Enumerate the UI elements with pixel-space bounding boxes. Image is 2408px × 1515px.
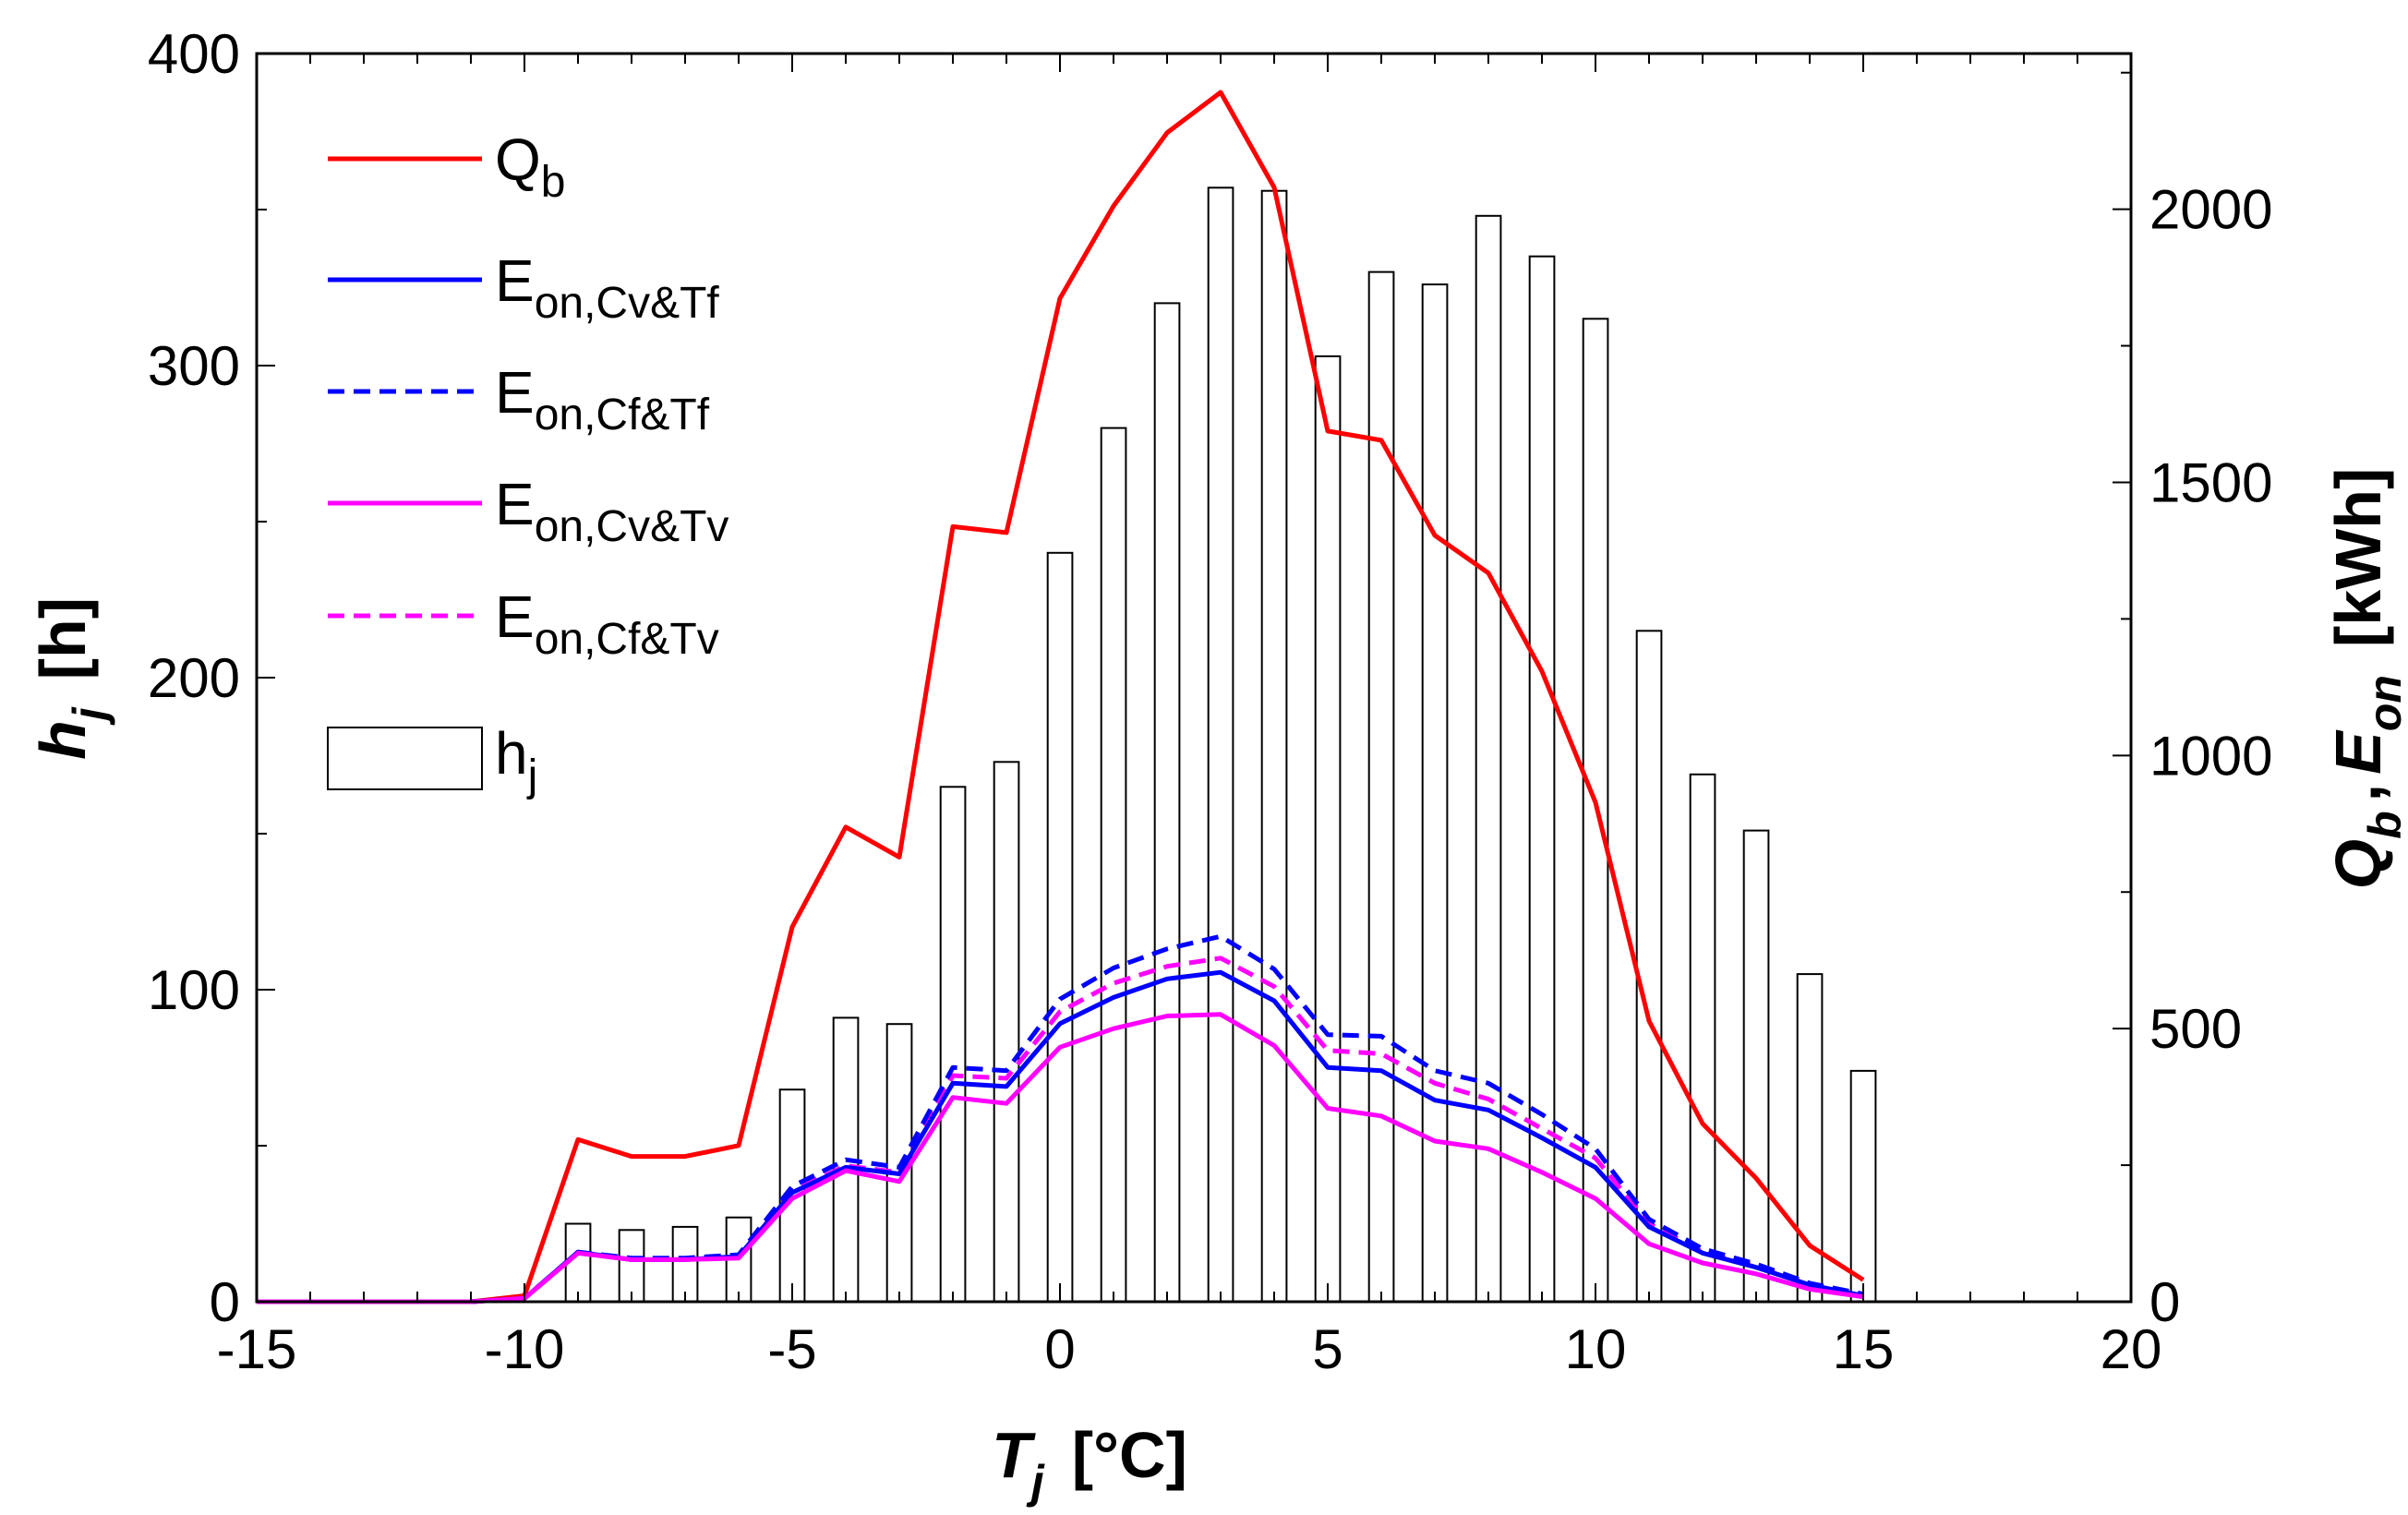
- bar-hj: [1421, 283, 1449, 1304]
- legend-label-eon-cf-tf: Eon,Cf&Tf: [495, 359, 710, 439]
- bar-hj: [1207, 186, 1234, 1303]
- bar-hj: [671, 1225, 699, 1304]
- y-right-tick-label: 2000: [2149, 179, 2272, 241]
- legend-label-hj: hj: [495, 720, 537, 800]
- x-tick-label: -10: [485, 1318, 565, 1380]
- legend-label-eon-cv-tf: Eon,Cv&Tf: [495, 247, 719, 328]
- bar-hj: [1635, 630, 1663, 1303]
- bar-hj: [1260, 189, 1288, 1304]
- y-left-tick-label: 400: [148, 23, 240, 85]
- plot-frame: [255, 52, 2133, 1304]
- x-tick-label: 10: [1565, 1318, 1627, 1380]
- legend-item-hj: hj: [327, 720, 537, 800]
- legend-item-eon-cv-tv: Eon,Cv&Tv: [328, 471, 728, 551]
- bar-hj: [1100, 427, 1127, 1304]
- histogram-bars: [564, 186, 1877, 1304]
- x-tick-label: 0: [1044, 1318, 1075, 1380]
- y-left-tick-label: 200: [148, 647, 240, 709]
- bar-hj: [1046, 551, 1074, 1303]
- y-left-tick-label: 300: [148, 335, 240, 397]
- legend-item-eon-cv-tf: Eon,Cv&Tf: [328, 247, 719, 328]
- bar-hj: [1849, 1069, 1877, 1304]
- legend-label-eon-cv-tv: Eon,Cv&Tv: [495, 471, 728, 551]
- bar-hj: [1742, 829, 1770, 1303]
- y-axis-right-label: Qb,Eon[kWh]: [2322, 468, 2408, 890]
- bar-hj: [1689, 773, 1716, 1303]
- legend: Qb Eon,Cv&Tf Eon,Cf&Tf Eon,Cv&Tv Eon,Cf&…: [327, 126, 728, 800]
- x-axis-label: Tj [°C]: [992, 1419, 1187, 1508]
- legend-label-eon-cf-tv: Eon,Cf&Tv: [495, 583, 719, 664]
- x-tick-label: 15: [1833, 1318, 1895, 1380]
- axis-ticks: [256, 53, 2132, 1303]
- bar-hj: [1314, 355, 1342, 1303]
- bar-hj: [1475, 214, 1502, 1303]
- y-left-tick-label: 0: [210, 1271, 240, 1333]
- y-left-tick-label: 100: [148, 959, 240, 1021]
- x-tick-label: 20: [2101, 1318, 2162, 1380]
- bar-hj: [618, 1229, 645, 1304]
- bar-hj: [1528, 255, 1556, 1304]
- bar-hj: [993, 761, 1020, 1303]
- y-axis-left-label: hj[h]: [27, 597, 115, 760]
- y-right-tick-label: 1500: [2149, 451, 2272, 513]
- legend-item-qb: Qb: [328, 126, 565, 207]
- legend-swatch-hj: [327, 727, 483, 790]
- y-right-tick-label: 500: [2149, 998, 2242, 1060]
- legend-item-eon-cf-tv: Eon,Cf&Tv: [328, 583, 719, 664]
- y-right-tick-label: 0: [2149, 1271, 2180, 1333]
- legend-label-qb: Qb: [495, 126, 565, 207]
- x-tick-label: -5: [767, 1318, 816, 1380]
- y-right-tick-label: 1000: [2149, 725, 2272, 787]
- bar-hj: [1153, 302, 1181, 1303]
- legend-item-eon-cf-tf: Eon,Cf&Tf: [328, 359, 710, 439]
- bar-hj: [939, 786, 967, 1303]
- x-tick-label: -15: [217, 1318, 297, 1380]
- x-tick-label: 5: [1312, 1318, 1342, 1380]
- tick-labels: -15 -10 -5 0 5 10 15 20010020030040005001000150…: [148, 23, 2273, 1380]
- bar-hj: [1367, 271, 1395, 1304]
